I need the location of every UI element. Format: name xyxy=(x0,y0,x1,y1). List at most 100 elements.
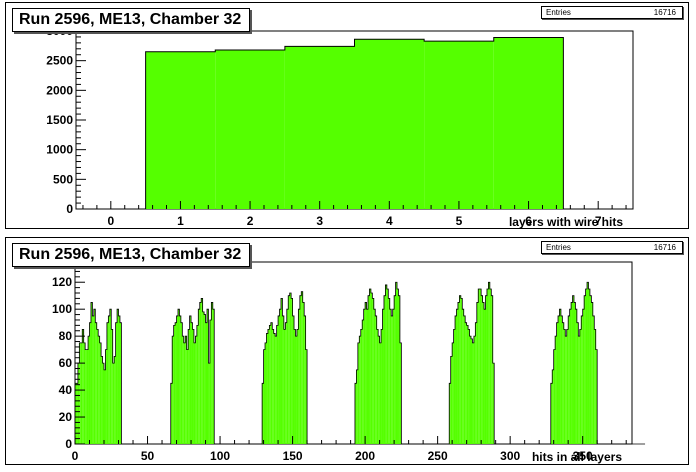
histogram-bar xyxy=(460,298,463,444)
histogram-bar xyxy=(272,329,274,444)
histogram-bar xyxy=(560,315,563,444)
y-tick-label: 20 xyxy=(59,410,73,424)
bottom-stats-entries-label: Entries xyxy=(546,243,571,252)
y-tick-label: 0 xyxy=(66,202,73,216)
histogram-bar xyxy=(373,309,376,444)
histogram-bar xyxy=(105,349,107,444)
histogram-bar xyxy=(296,329,299,444)
histogram-bar xyxy=(550,383,553,444)
histogram-bar xyxy=(270,322,273,444)
histogram-bar xyxy=(473,336,476,444)
histogram-bar xyxy=(119,322,122,444)
histogram-bar xyxy=(392,309,395,444)
histogram-bar xyxy=(286,309,289,444)
histogram-bar xyxy=(280,298,283,444)
histogram-bar xyxy=(481,295,483,444)
histogram-bar xyxy=(101,356,103,444)
histogram-bar xyxy=(589,295,592,444)
histogram-bar xyxy=(92,315,94,444)
histogram-bar xyxy=(368,295,370,444)
histogram-bar xyxy=(354,383,357,444)
histogram-bar xyxy=(202,311,205,444)
histogram-bar xyxy=(468,329,470,444)
histogram-bar xyxy=(301,291,303,444)
histogram-bar xyxy=(265,342,267,444)
y-tick-label: 60 xyxy=(59,356,73,370)
histogram-bar xyxy=(305,349,308,444)
histogram-bar xyxy=(263,349,266,444)
histogram-bar xyxy=(86,349,89,444)
histogram-bar xyxy=(215,49,285,210)
x-tick-label: 1 xyxy=(177,214,184,228)
histogram-bar xyxy=(594,329,596,444)
x-tick-label: 2 xyxy=(247,214,254,228)
histogram-bar xyxy=(363,309,366,444)
histogram-bar xyxy=(563,329,566,444)
top-chart-title: Run 2596, ME13, Chamber 32 xyxy=(12,8,251,32)
histogram-bar xyxy=(180,322,183,444)
histogram-bar xyxy=(395,282,398,444)
histogram-bar xyxy=(450,356,453,444)
histogram-bar xyxy=(493,37,564,209)
y-tick-label: 1000 xyxy=(46,143,73,157)
histogram-bar xyxy=(571,302,573,444)
histogram-bar xyxy=(465,322,467,444)
histogram-bar xyxy=(275,336,277,444)
y-tick-label: 1500 xyxy=(46,113,73,127)
histogram-bar xyxy=(294,329,296,444)
plot-frame xyxy=(74,261,633,445)
histogram-bar xyxy=(298,309,300,444)
histogram-bar xyxy=(186,349,189,444)
histogram-outline xyxy=(145,37,564,209)
histogram-bar xyxy=(388,298,390,444)
histogram-bar xyxy=(424,41,494,209)
histogram-bar xyxy=(375,315,377,444)
histogram-bar xyxy=(145,51,216,210)
histogram-bar xyxy=(475,322,477,444)
bars-group xyxy=(74,281,646,445)
histogram-bar xyxy=(394,295,396,444)
histogram-bar xyxy=(566,329,569,444)
histogram-bar xyxy=(83,342,86,444)
histogram-bar xyxy=(452,342,454,444)
histogram-bar xyxy=(204,314,206,444)
histogram-bar xyxy=(195,336,197,444)
histogram-bar xyxy=(77,363,80,444)
histogram-bar xyxy=(109,309,112,444)
histogram-bar xyxy=(476,302,479,444)
histogram-bar xyxy=(115,322,118,444)
histogram-bar xyxy=(89,322,91,444)
histogram-bar xyxy=(484,309,486,444)
histogram-bar xyxy=(449,383,451,444)
y-tick-label: 2500 xyxy=(46,54,73,68)
histogram-bar xyxy=(486,288,489,444)
histogram-bar xyxy=(488,282,490,444)
histogram-bar xyxy=(172,336,174,444)
histogram-bar xyxy=(199,302,202,444)
x-tick-label: 0 xyxy=(107,214,114,228)
histogram-outline xyxy=(74,281,646,445)
histogram-bar xyxy=(212,309,215,444)
histogram-bar xyxy=(211,302,213,444)
histogram-bar xyxy=(572,295,574,444)
histogram-bar xyxy=(359,336,361,444)
histogram-bar xyxy=(463,315,466,444)
histogram-bar xyxy=(185,336,187,444)
histogram-bar xyxy=(208,363,210,444)
histogram-bar xyxy=(592,315,595,444)
top-stats-entries-label: Entries xyxy=(546,8,571,17)
histogram-bar xyxy=(372,298,374,444)
top-histogram-plot: 05001000150020002500300001234567layers w… xyxy=(46,24,634,228)
histogram-bar xyxy=(292,315,295,444)
histogram-bar xyxy=(177,309,180,444)
x-axis-title: hits in all layers xyxy=(532,450,622,464)
histogram-bar xyxy=(587,282,589,444)
y-tick-label: 80 xyxy=(59,329,73,343)
histogram-bar xyxy=(269,325,271,444)
histogram-bar xyxy=(266,333,268,444)
x-tick-label: 350 xyxy=(573,449,593,463)
x-tick-label: 250 xyxy=(428,449,448,463)
histogram-bar xyxy=(75,383,77,444)
histogram-bar xyxy=(99,342,102,444)
histogram-bar xyxy=(273,333,276,444)
